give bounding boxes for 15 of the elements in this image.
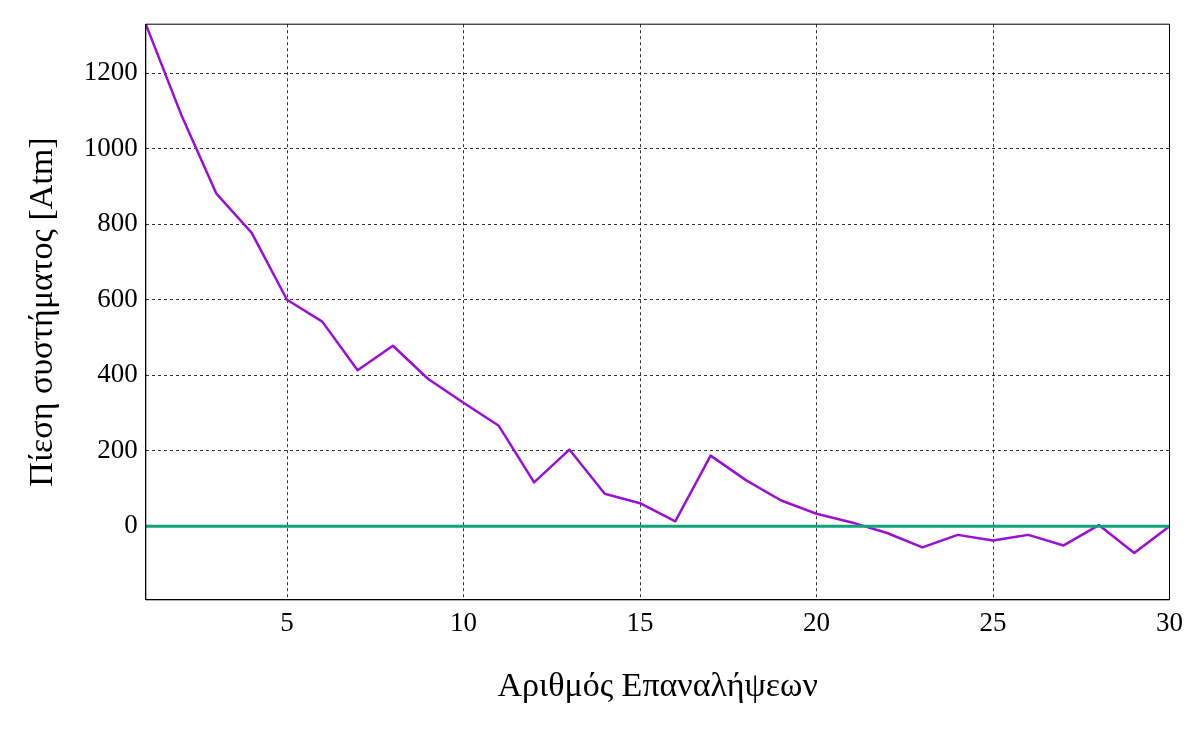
x-tick-label: 20 — [803, 607, 830, 638]
x-tick-label: 5 — [280, 607, 294, 638]
y-tick-label: 1000 — [83, 131, 138, 162]
y-axis-title: Πίεση συστήματος [Atm] — [22, 137, 60, 487]
x-tick-label: 10 — [450, 607, 477, 638]
y-tick-label: 600 — [97, 282, 138, 313]
y-tick-label: 200 — [97, 433, 138, 464]
y-tick-label: 800 — [97, 207, 138, 238]
x-tick-label: 15 — [626, 607, 654, 638]
y-tick-label: 400 — [97, 358, 138, 389]
x-tick-label: 25 — [979, 607, 1007, 638]
y-tick-label: 1200 — [83, 56, 138, 87]
x-tick-label: 30 — [1156, 607, 1183, 638]
y-tick-label: 0 — [124, 509, 138, 540]
x-axis-title: Αριθμός Επαναλήψεων — [497, 665, 818, 703]
